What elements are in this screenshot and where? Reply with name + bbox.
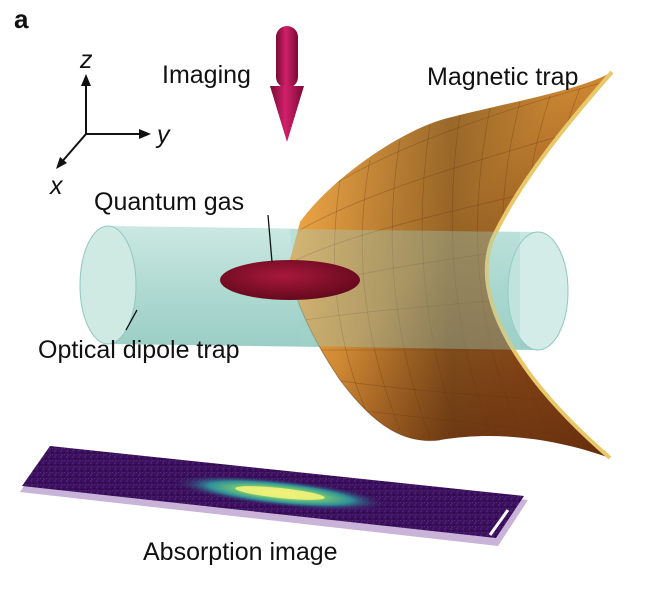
axis-y-label: y (155, 121, 171, 149)
magnetic-trap-label: Magnetic trap (427, 63, 578, 91)
axis-z-label: z (79, 46, 93, 74)
panel-label: a (14, 4, 29, 34)
axes-icon (56, 74, 151, 169)
imaging-label: Imaging (162, 61, 251, 89)
imaging-arrow-icon (270, 26, 304, 142)
axis-x-label: x (49, 172, 64, 200)
quantum-gas-leader (267, 214, 273, 263)
optical-dipole-trap-front (290, 229, 520, 350)
scale-bar (488, 509, 510, 536)
quantum-gas (220, 260, 360, 300)
magnetic-trap (289, 70, 614, 460)
absorption-image-label: Absorption image (143, 538, 338, 566)
absorption-image (20, 446, 528, 546)
optical-dipole-trap-leader (125, 309, 138, 331)
quantum-gas-label: Quantum gas (94, 188, 244, 216)
optical-dipole-trap-label: Optical dipole trap (38, 336, 240, 364)
